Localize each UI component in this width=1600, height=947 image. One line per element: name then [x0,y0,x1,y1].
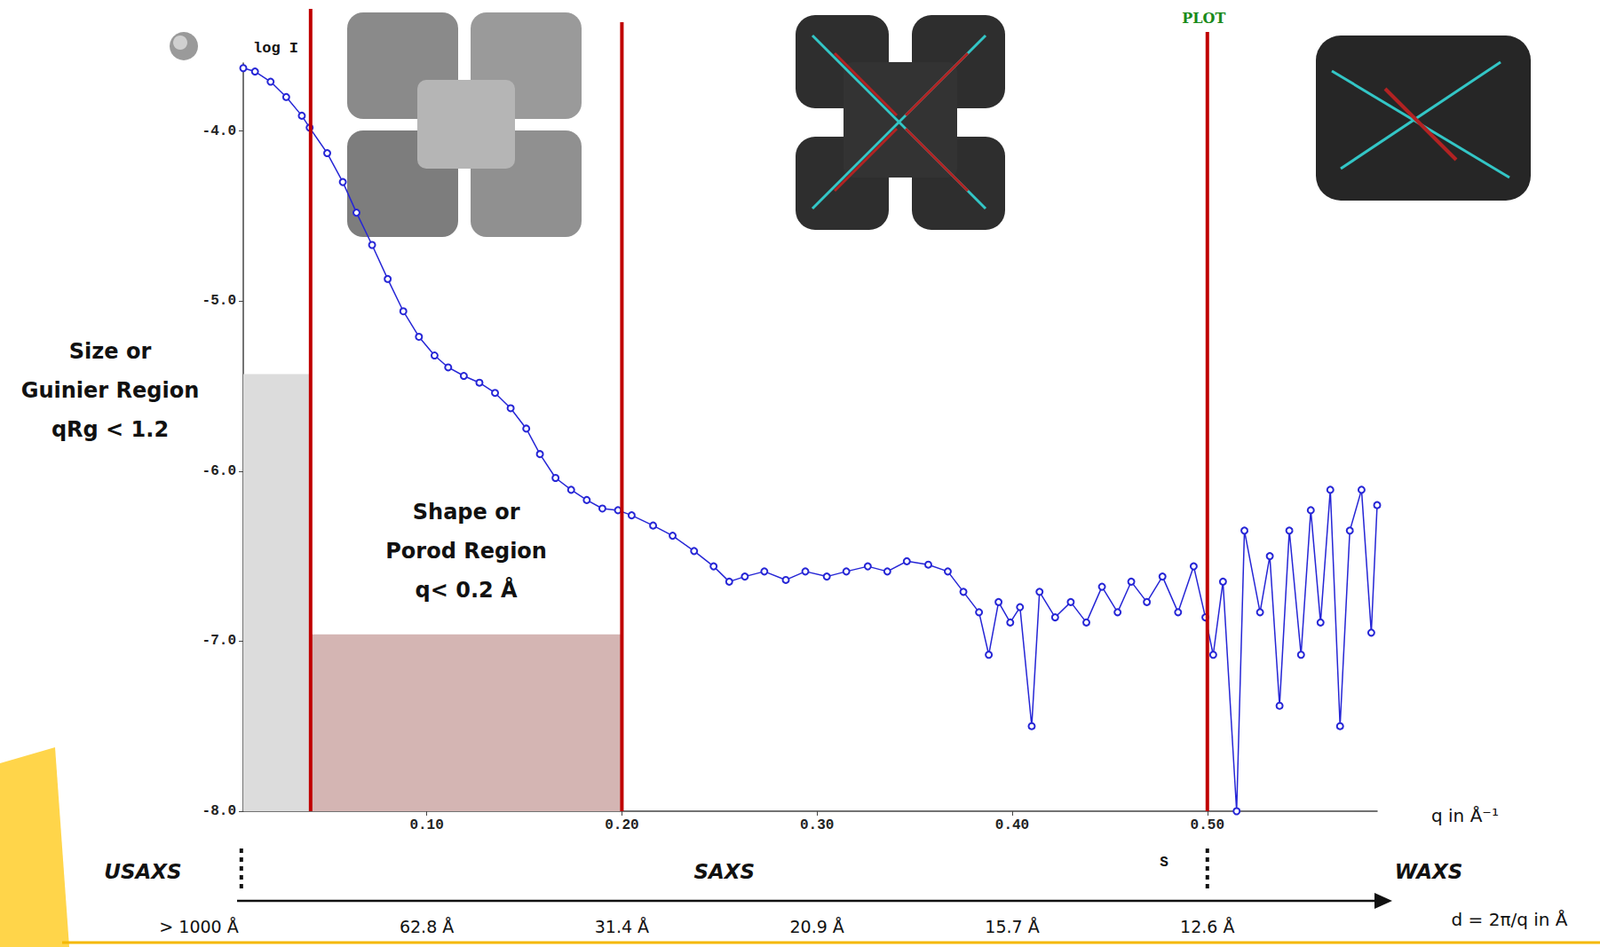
svg-text:log I: log I [253,39,299,57]
svg-text:-5.0: -5.0 [202,293,237,309]
svg-text:-4.0: -4.0 [202,123,237,140]
svg-text:-7.0: -7.0 [202,633,237,650]
svg-text:USAXS: USAXS [103,860,182,884]
svg-text:Guinier Region: Guinier Region [21,378,200,404]
svg-text:-8.0: -8.0 [202,803,237,820]
svg-text:SAXS: SAXS [693,860,755,884]
svg-text:Size or: Size or [69,339,152,365]
svg-text:Porod Region: Porod Region [385,538,547,564]
svg-text:Shape or: Shape or [412,499,521,525]
svg-text:15.7 Å: 15.7 Å [984,917,1039,937]
svg-text:20.9 Å: 20.9 Å [790,917,845,937]
svg-text:> 1000 Å: > 1000 Å [158,917,238,937]
svg-text:0.30: 0.30 [800,817,834,834]
svg-text:12.6 Å: 12.6 Å [1180,917,1235,937]
svg-text:PLOT: PLOT [1181,9,1226,27]
svg-text:0.20: 0.20 [604,817,639,834]
svg-text:q in Å⁻¹: q in Å⁻¹ [1431,805,1499,827]
svg-text:S: S [1159,855,1169,872]
svg-text:qRg < 1.2: qRg < 1.2 [51,417,169,443]
svg-text:q< 0.2 Å: q< 0.2 Å [415,577,519,603]
svg-text:WAXS: WAXS [1394,860,1464,884]
svg-text:31.4 Å: 31.4 Å [594,917,650,937]
svg-text:62.8 Å: 62.8 Å [399,917,454,937]
svg-text:0.50: 0.50 [1190,817,1225,834]
svg-text:0.40: 0.40 [995,817,1030,834]
svg-text:0.10: 0.10 [409,817,444,834]
svg-text:-6.0: -6.0 [202,463,237,480]
svg-text:d = 2π/q in Å: d = 2π/q in Å [1451,909,1569,931]
